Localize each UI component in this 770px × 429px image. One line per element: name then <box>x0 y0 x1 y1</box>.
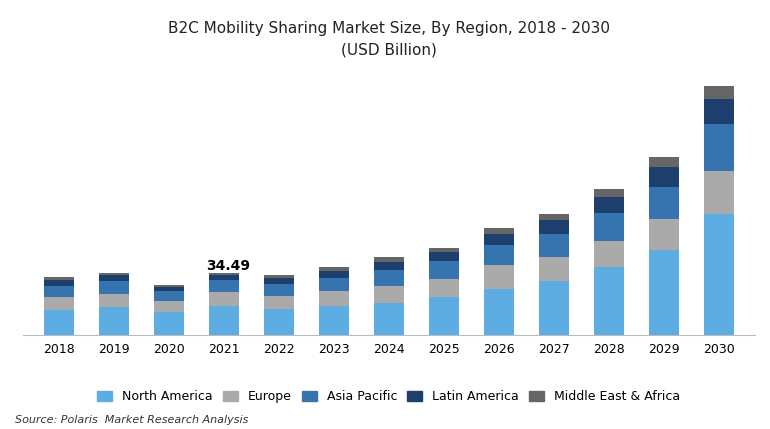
Bar <box>373 262 404 270</box>
Bar <box>539 281 569 335</box>
Bar <box>429 297 459 335</box>
Bar <box>429 252 459 261</box>
Bar <box>704 99 734 124</box>
Bar <box>704 86 734 99</box>
Bar <box>319 278 349 291</box>
Legend: North America, Europe, Asia Pacific, Latin America, Middle East & Africa: North America, Europe, Asia Pacific, Lat… <box>92 385 685 408</box>
Bar <box>484 289 514 335</box>
Bar <box>484 233 514 245</box>
Bar <box>594 267 624 335</box>
Bar <box>319 306 349 335</box>
Bar <box>594 213 624 241</box>
Bar <box>154 285 184 287</box>
Bar <box>594 197 624 213</box>
Bar <box>484 245 514 266</box>
Bar <box>154 312 184 335</box>
Bar <box>99 275 129 281</box>
Bar <box>44 297 74 310</box>
Bar <box>99 294 129 307</box>
Bar <box>539 233 569 257</box>
Bar <box>648 157 679 167</box>
Bar <box>44 280 74 286</box>
Bar <box>704 172 734 214</box>
Bar <box>594 241 624 267</box>
Bar <box>209 273 239 275</box>
Bar <box>154 287 184 291</box>
Text: 34.49: 34.49 <box>206 259 249 272</box>
Title: B2C Mobility Sharing Market Size, By Region, 2018 - 2030
(USD Billion): B2C Mobility Sharing Market Size, By Reg… <box>168 21 610 58</box>
Bar <box>373 270 404 286</box>
Bar <box>429 261 459 279</box>
Bar <box>99 272 129 275</box>
Bar <box>704 124 734 172</box>
Bar <box>594 189 624 197</box>
Text: Source: Polaris  Market Research Analysis: Source: Polaris Market Research Analysis <box>15 415 249 425</box>
Bar <box>263 309 294 335</box>
Bar <box>44 277 74 280</box>
Bar <box>319 291 349 306</box>
Bar <box>648 250 679 335</box>
Bar <box>373 303 404 335</box>
Bar <box>263 296 294 309</box>
Bar <box>704 214 734 335</box>
Bar <box>263 275 294 278</box>
Bar <box>373 286 404 303</box>
Bar <box>484 228 514 233</box>
Bar <box>209 306 239 335</box>
Bar <box>44 286 74 297</box>
Bar <box>319 271 349 278</box>
Bar <box>209 280 239 292</box>
Bar <box>648 167 679 187</box>
Bar <box>99 281 129 294</box>
Bar <box>44 310 74 335</box>
Bar <box>154 301 184 312</box>
Bar <box>209 275 239 280</box>
Bar <box>373 257 404 262</box>
Bar <box>263 284 294 296</box>
Bar <box>539 214 569 220</box>
Bar <box>429 248 459 252</box>
Bar <box>99 307 129 335</box>
Bar <box>154 291 184 301</box>
Bar <box>429 279 459 297</box>
Bar <box>648 219 679 250</box>
Bar <box>648 187 679 219</box>
Bar <box>263 278 294 284</box>
Bar <box>539 257 569 281</box>
Bar <box>539 220 569 233</box>
Bar <box>484 266 514 289</box>
Bar <box>209 292 239 306</box>
Bar <box>319 267 349 271</box>
